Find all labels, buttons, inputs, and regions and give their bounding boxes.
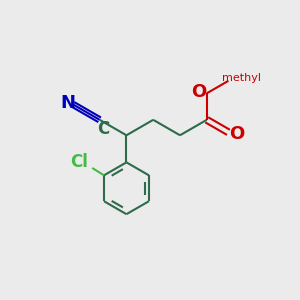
Text: methyl: methyl: [222, 74, 261, 83]
Text: C: C: [97, 120, 109, 138]
Text: O: O: [229, 125, 244, 143]
Text: O: O: [191, 83, 206, 101]
Text: N: N: [60, 94, 75, 112]
Text: Cl: Cl: [70, 153, 88, 171]
